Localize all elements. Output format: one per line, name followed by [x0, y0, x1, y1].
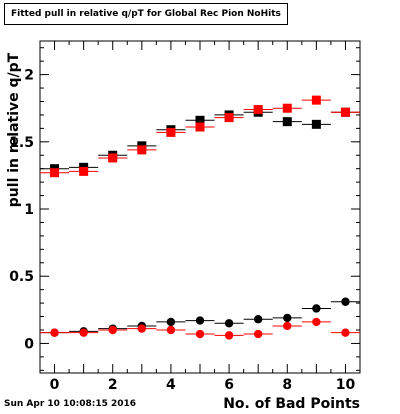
- y-tick-label: 0: [24, 336, 34, 352]
- tick-labels: 0 0.5 1 1.5 2 0 2 4 6 8 10: [9, 68, 355, 393]
- data-point-square: [340, 107, 350, 117]
- data-point-circle: [224, 319, 234, 328]
- x-tick-label: 2: [108, 377, 118, 393]
- data-point-square: [311, 95, 321, 105]
- data-series: [40, 95, 360, 340]
- y-axis-title: pull in relative q/pT: [6, 52, 22, 208]
- x-axis-title: No. of Bad Points: [223, 396, 360, 412]
- data-point-square: [224, 113, 234, 123]
- data-point-circle: [195, 329, 205, 339]
- data-point-square: [79, 166, 89, 176]
- y-tick-label: 1.5: [9, 135, 34, 151]
- data-point-circle: [166, 317, 176, 327]
- data-point-circle: [50, 328, 59, 337]
- y-tick-label: 2: [24, 68, 34, 84]
- data-point-square: [195, 115, 205, 125]
- data-point-circle: [283, 313, 292, 323]
- data-point-circle: [195, 316, 205, 325]
- data-point-circle: [312, 317, 321, 327]
- chart-title: Fitted pull in relative q/pT for Global …: [4, 3, 288, 25]
- data-point-circle: [341, 297, 350, 306]
- data-point-circle: [312, 304, 321, 313]
- data-point-square: [50, 168, 60, 178]
- data-point-circle: [79, 328, 88, 337]
- data-point-circle: [108, 325, 117, 335]
- data-point-square: [282, 103, 292, 113]
- y-tick-label: 1: [24, 202, 34, 218]
- x-tick-label: 8: [282, 377, 292, 393]
- data-point-square: [282, 117, 292, 127]
- data-point-circle: [341, 328, 350, 337]
- data-point-circle: [137, 324, 147, 333]
- x-tick-label: 0: [50, 377, 60, 393]
- data-point-square: [253, 105, 263, 115]
- x-tick-label: 6: [224, 377, 234, 393]
- data-point-circle: [224, 331, 234, 340]
- data-point-circle: [166, 325, 176, 335]
- x-tick-label: 4: [166, 377, 176, 393]
- data-point-square: [195, 122, 205, 132]
- data-point-circle: [283, 321, 292, 331]
- data-point-circle: [253, 315, 263, 324]
- data-point-square: [137, 145, 147, 155]
- x-tick-label: 10: [336, 377, 356, 393]
- data-point-square: [166, 127, 176, 137]
- data-point-circle: [253, 329, 263, 339]
- series-3: [40, 317, 360, 340]
- y-axis-title-wrap: pull in relative q/pT: [6, 53, 22, 207]
- data-point-square: [108, 153, 118, 163]
- y-tick-label: 0.5: [9, 269, 34, 285]
- axis-ticks: [40, 41, 360, 373]
- series-1: [40, 95, 360, 178]
- timestamp-footer: Sun Apr 10 10:08:15 2016: [4, 399, 137, 409]
- data-point-square: [311, 119, 321, 129]
- series-0: [40, 107, 360, 174]
